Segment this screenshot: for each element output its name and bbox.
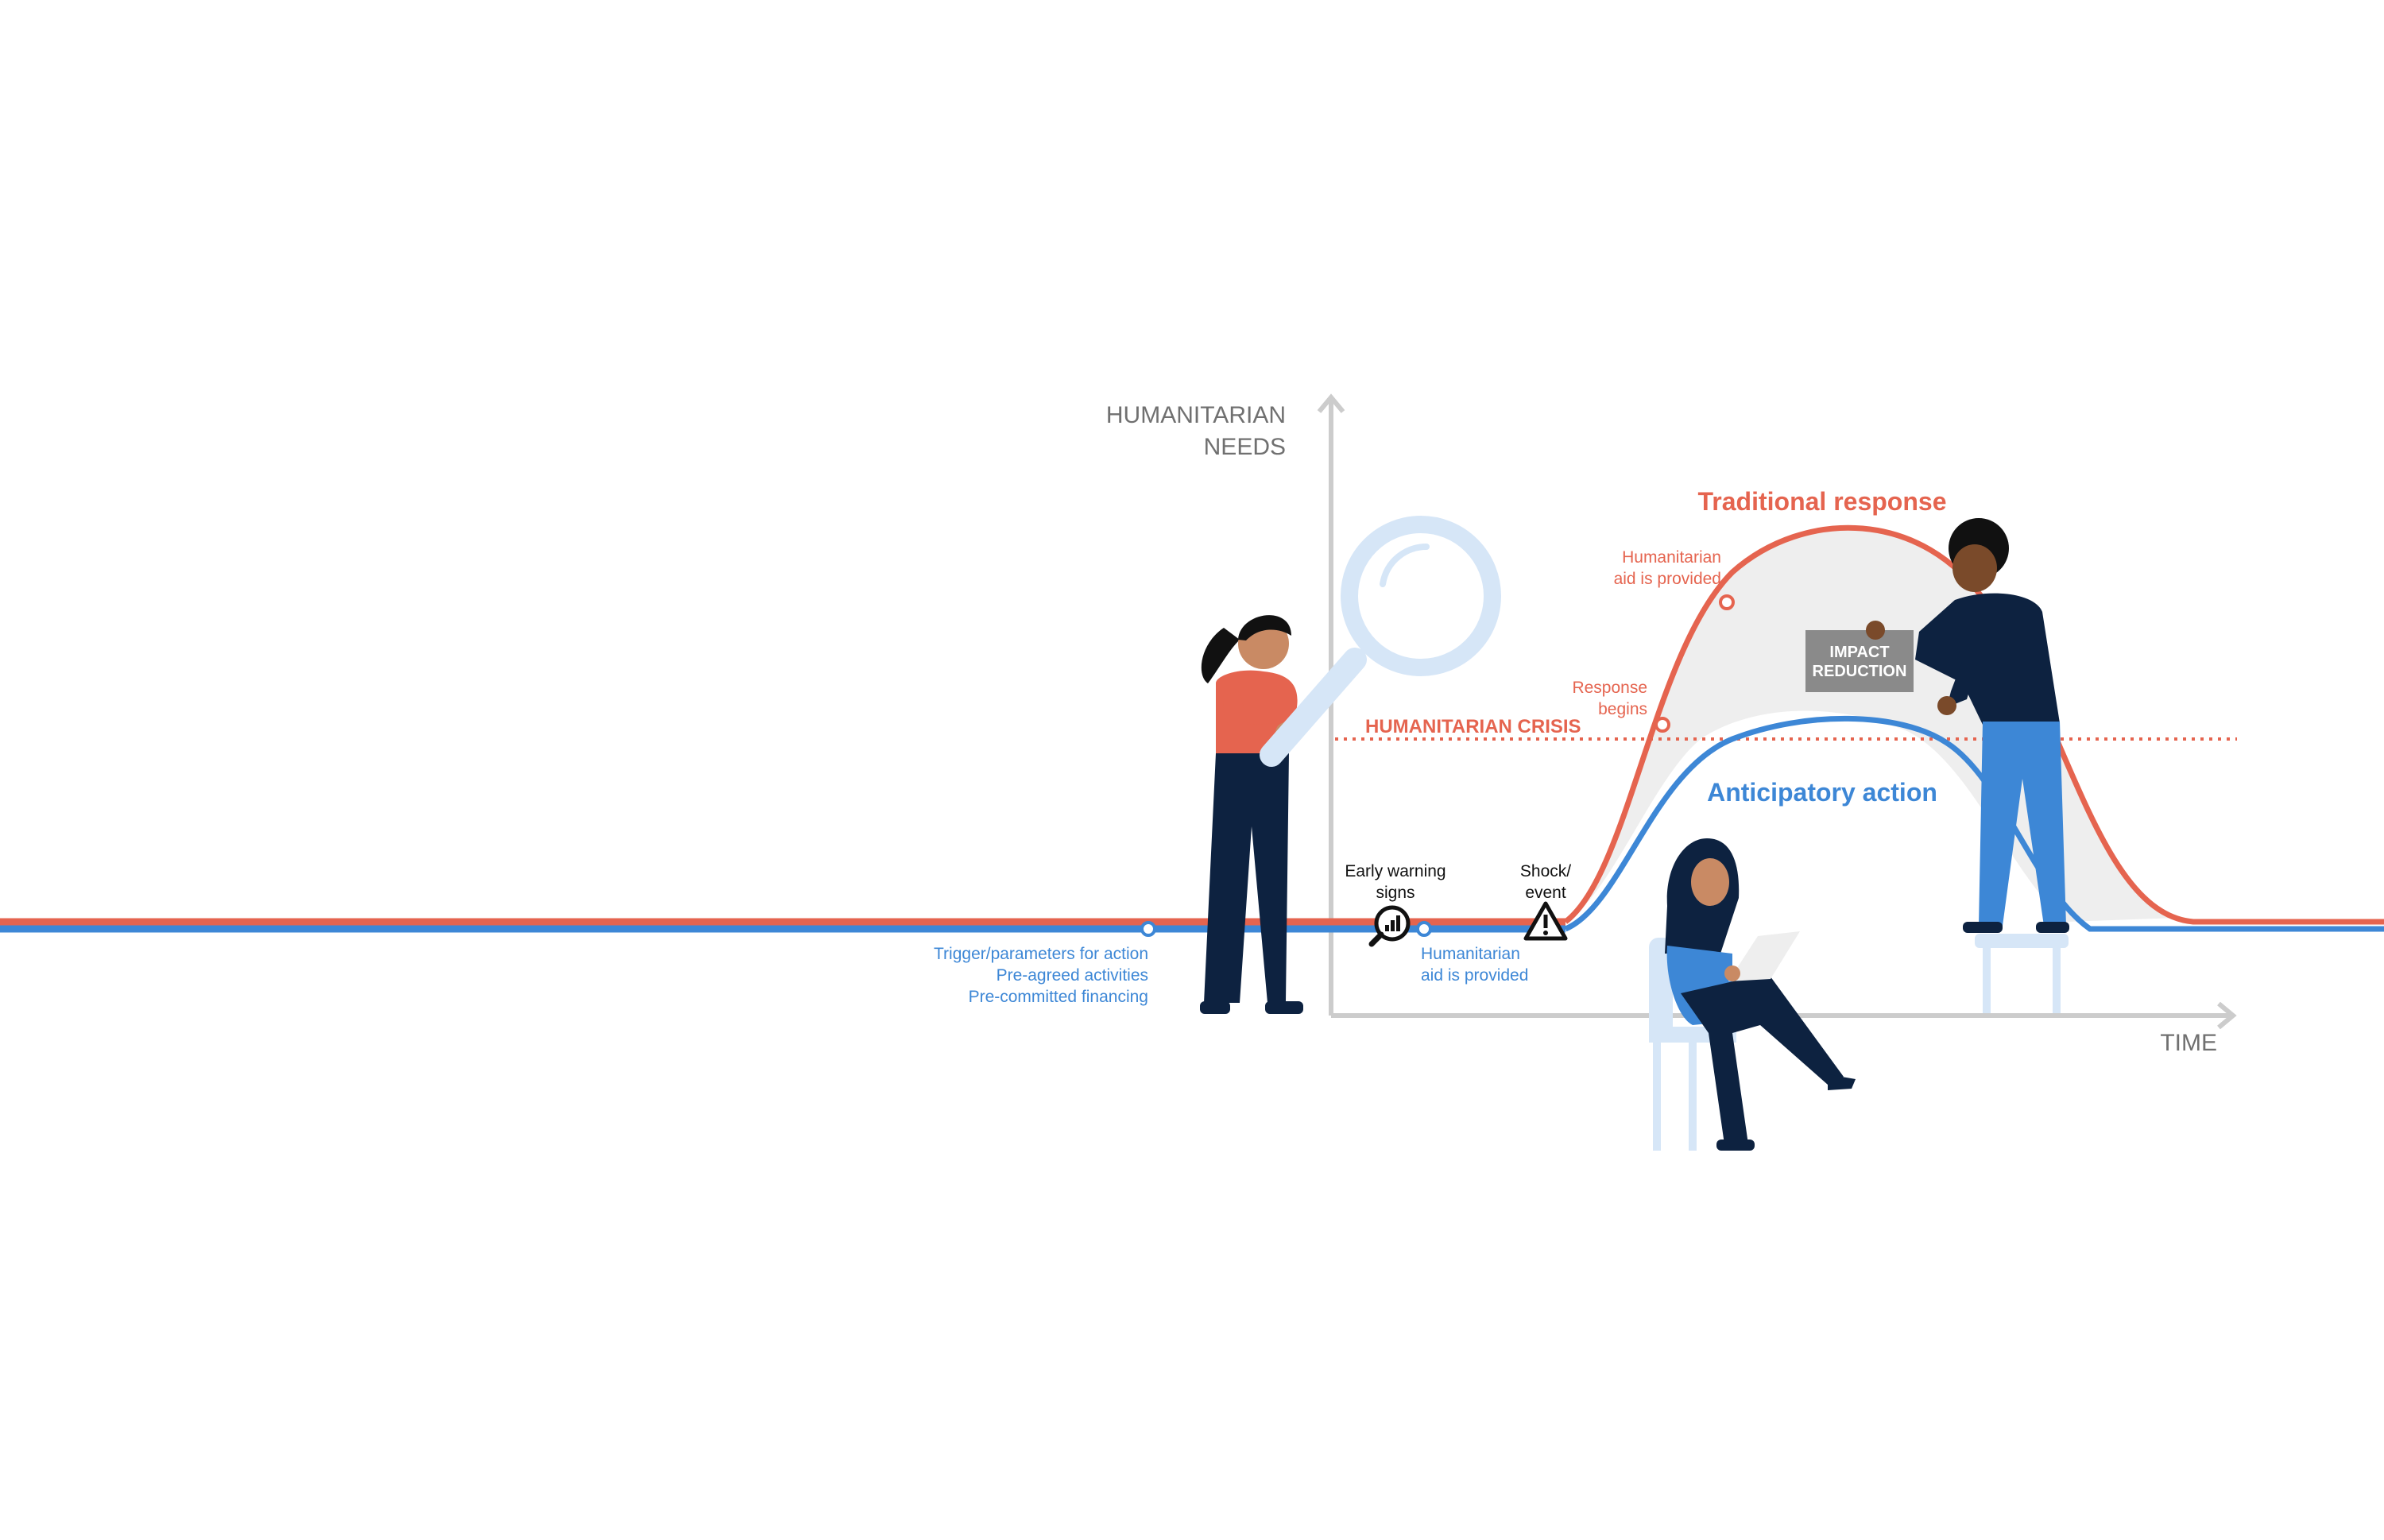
- x-axis-label: TIME: [2160, 1030, 2217, 1056]
- impact-reduction-box: IMPACT REDUCTION: [1805, 621, 1914, 692]
- y-axis-label-line2: NEEDS: [1204, 434, 1286, 460]
- anticipatory-aid-text-2: aid is provided: [1421, 966, 1528, 985]
- response-begins-text-1: Response: [1572, 679, 1647, 697]
- anticipatory-action-label: Anticipatory action: [1707, 778, 1937, 807]
- anticipatory-aid-marker: [1416, 921, 1432, 937]
- trigger-text-3: Pre-committed financing: [969, 988, 1148, 1006]
- warning-triangle-icon: [1523, 901, 1568, 941]
- man-on-stool-illustration: [1915, 518, 2069, 1013]
- y-axis-arrow: [1317, 393, 1345, 413]
- x-axis-arrow: [2217, 1001, 2237, 1030]
- traditional-aid-marker: [1719, 594, 1735, 610]
- anticipatory-aid-text-1: Humanitarian: [1421, 945, 1520, 963]
- y-axis-label-line1: HUMANITARIAN: [1106, 402, 1286, 428]
- traditional-aid-text-1: Humanitarian: [1622, 548, 1721, 567]
- impact-reduction-area: [1565, 528, 2177, 923]
- traditional-response-curve: [1563, 524, 2384, 925]
- early-warning-text-2: signs: [1376, 884, 1415, 902]
- shock-text-2: event: [1525, 884, 1566, 902]
- woman-with-magnifier-illustration: [1200, 615, 1303, 1014]
- response-begins-marker: [1654, 717, 1670, 733]
- crisis-threshold-label: HUMANITARIAN CRISIS: [1365, 716, 1581, 737]
- early-warning-text-1: Early warning: [1345, 862, 1445, 880]
- trigger-text-2: Pre-agreed activities: [997, 966, 1148, 985]
- impact-reduction-line1: IMPACT: [1829, 644, 1889, 661]
- traditional-response-label: Traditional response: [1698, 487, 1947, 516]
- trigger-text-1: Trigger/parameters for action: [934, 945, 1148, 963]
- response-begins-text-2: begins: [1598, 700, 1647, 718]
- seated-woman-illustration: [1649, 838, 1856, 1151]
- magnifier-icon: [1260, 516, 1501, 767]
- shock-text-1: Shock/: [1520, 862, 1571, 880]
- impact-reduction-line2: REDUCTION: [1813, 663, 1907, 680]
- search-chart-icon: [1368, 905, 1411, 947]
- traditional-aid-text-2: aid is provided: [1614, 570, 1721, 588]
- anticipatory-action-curve: [1564, 715, 2384, 932]
- trigger-marker: [1140, 921, 1156, 937]
